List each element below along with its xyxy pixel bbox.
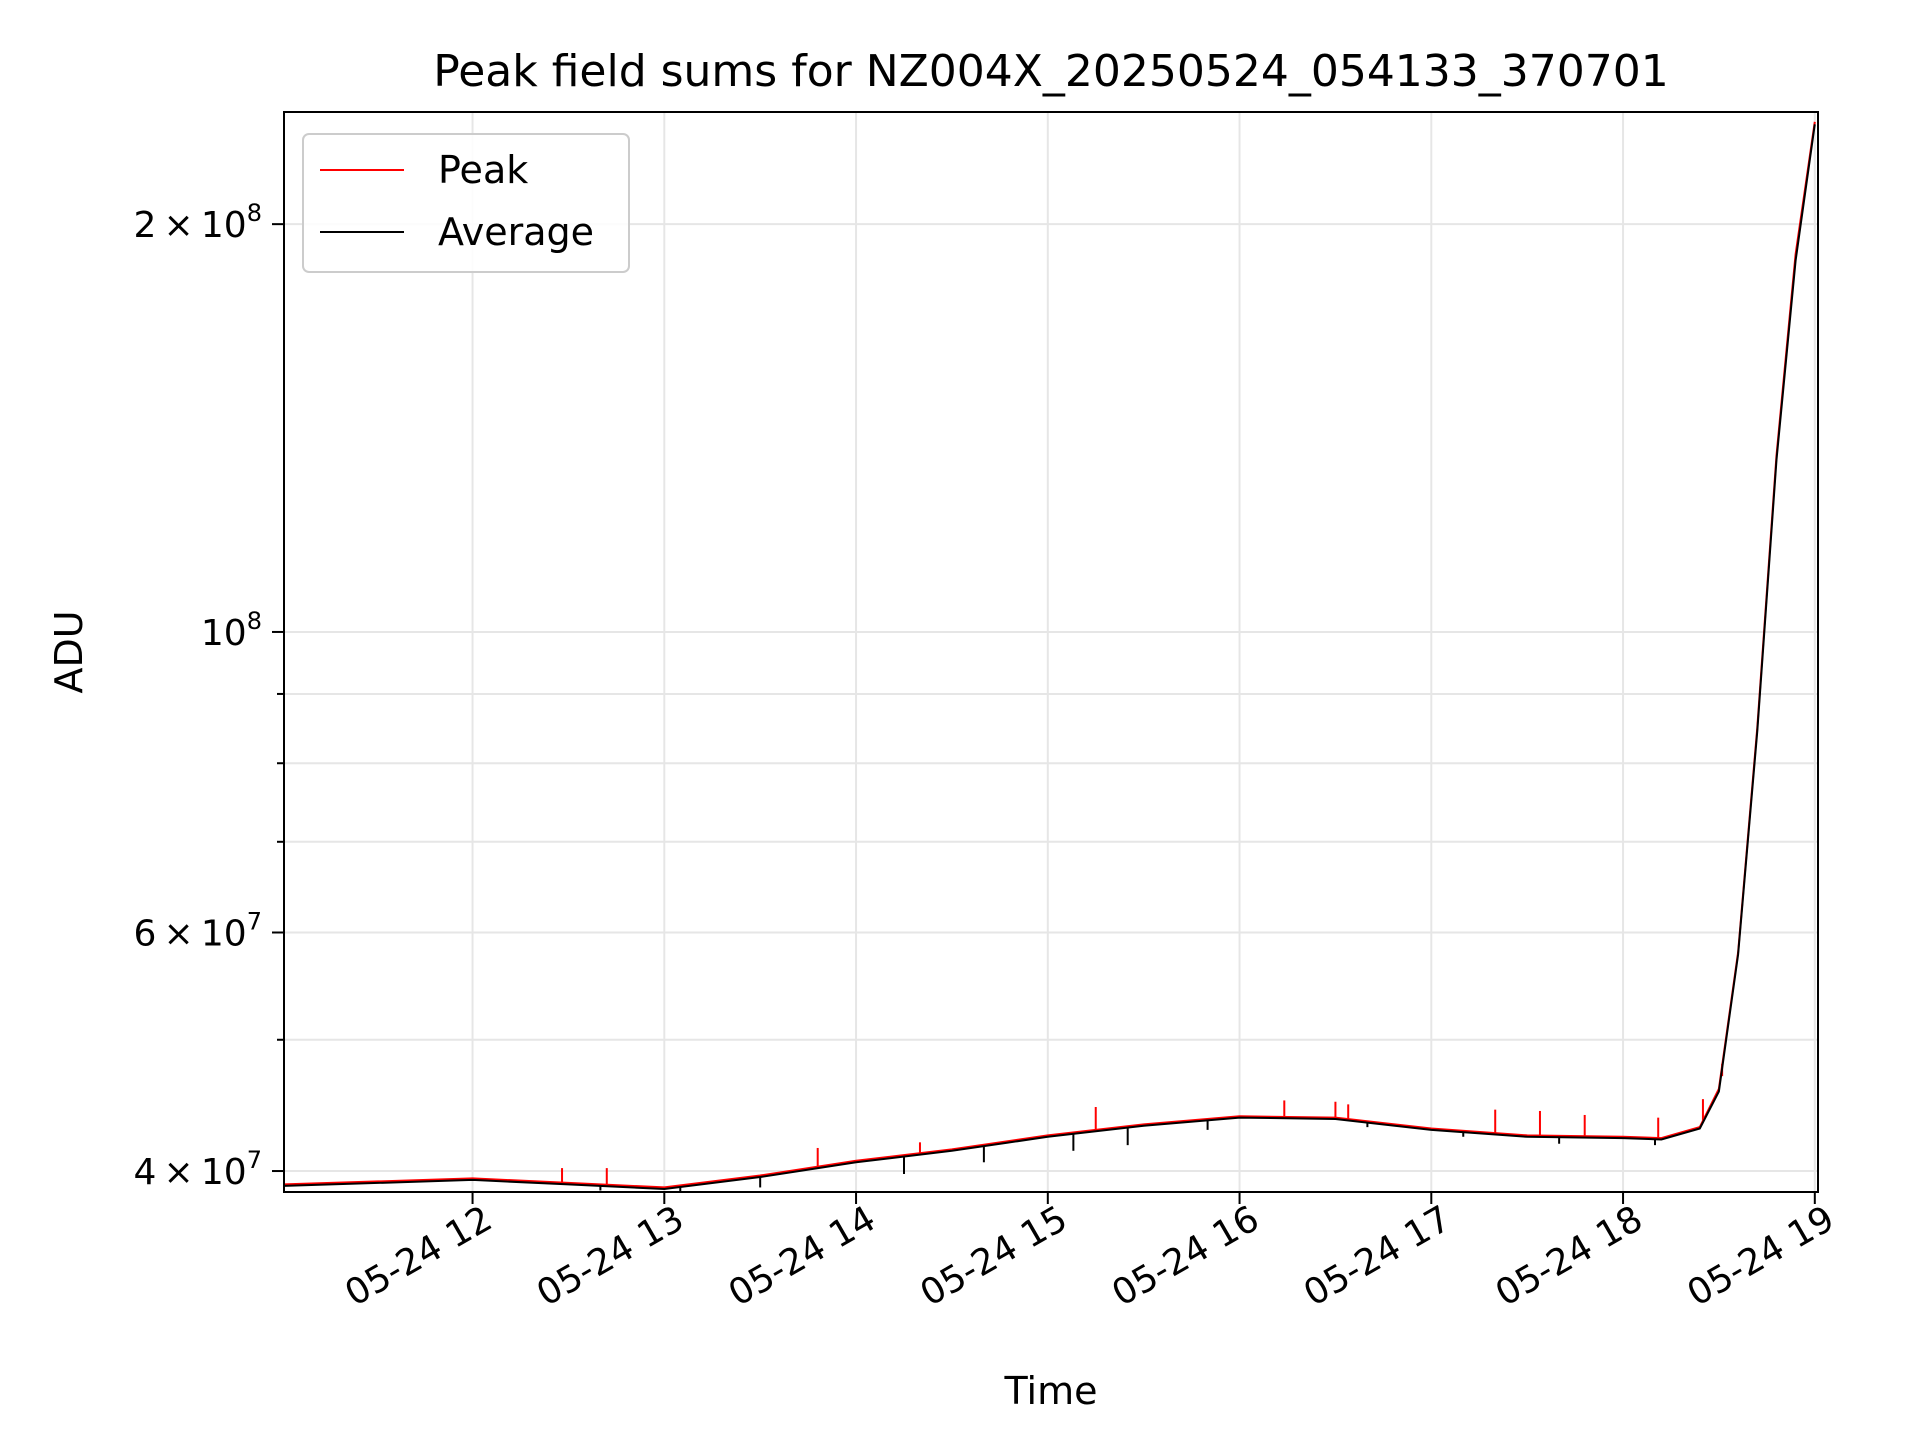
average-line [283, 124, 1816, 1191]
grid [284, 112, 1818, 1192]
chart-title: Peak field sums for NZ004X_20250524_0541… [433, 46, 1669, 97]
y-axis-label: ADU [47, 610, 91, 693]
y-tick-label: 4 × 107 [133, 1146, 262, 1193]
x-axis-label: Time [1004, 1369, 1098, 1413]
plot-frame [283, 111, 1819, 1193]
series-average [283, 124, 1816, 1192]
y-tick-label: 2 × 108 [133, 199, 262, 246]
legend: Peak Average [302, 133, 630, 273]
plot-series [283, 121, 1816, 1192]
legend-label-peak: Peak [438, 148, 528, 192]
y-tick-label: 6 × 107 [133, 907, 262, 954]
legend-box [302, 133, 630, 273]
legend-label-average: Average [438, 210, 594, 254]
